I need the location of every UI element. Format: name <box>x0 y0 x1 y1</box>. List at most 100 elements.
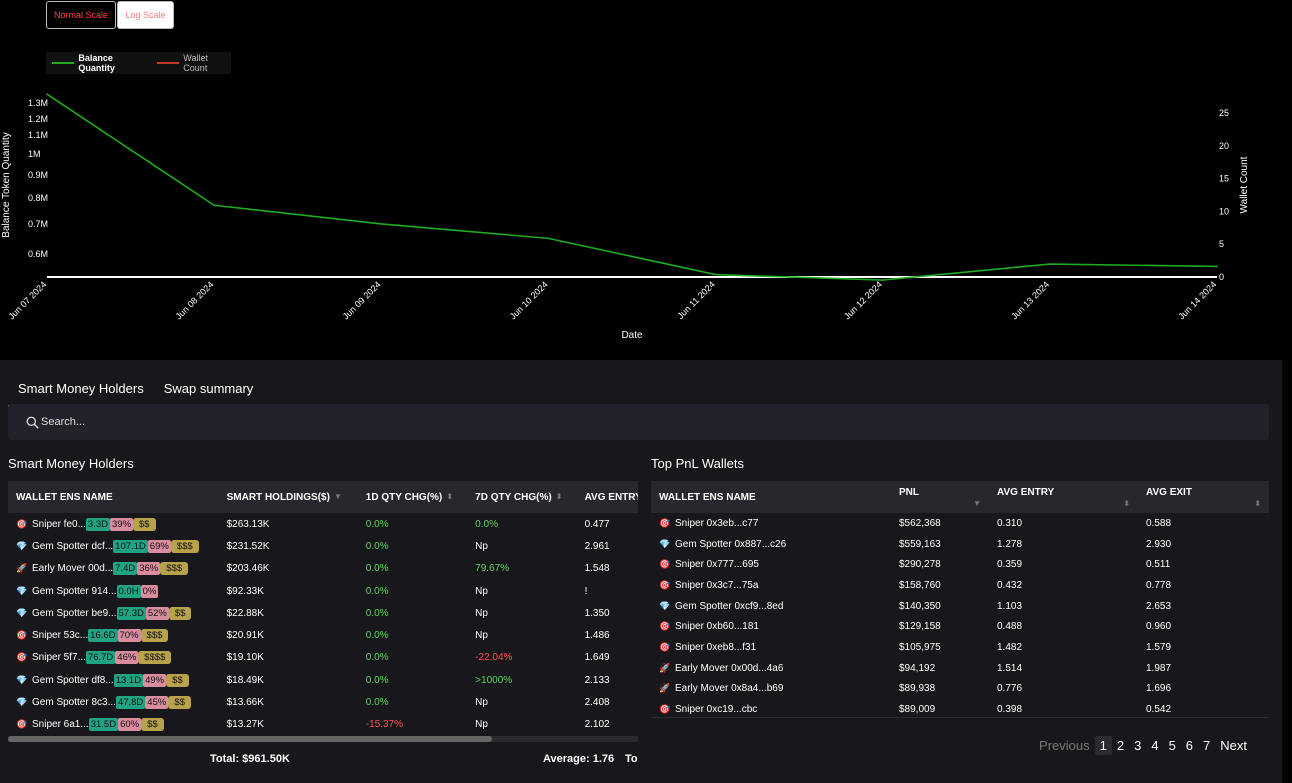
page-button[interactable]: 3 <box>1134 738 1142 753</box>
table-row[interactable]: 💎 Gem Spotter dcf... 107.1D 69% $$$ $231.52K 0… <box>8 535 638 557</box>
page-button[interactable]: 6 <box>1185 738 1194 753</box>
wallet-cell[interactable]: 🎯 Sniper 0x777...695 <box>651 554 891 575</box>
column-header[interactable]: AVG ENTRY⬍ <box>989 481 1138 513</box>
wallet-name[interactable]: Gem Spotter 0xcf9...8ed <box>675 600 784 612</box>
smart-money-title: Smart Money Holders <box>8 456 134 471</box>
wallet-type-icon: 🚀 <box>16 563 28 574</box>
column-header[interactable]: WALLET ENS NAME <box>651 481 891 513</box>
wallet-name[interactable]: Sniper fe0... <box>32 518 86 530</box>
wallet-name[interactable]: Sniper 0x777...695 <box>675 559 759 571</box>
legend-label-balance[interactable]: Balance Quantity <box>78 53 115 73</box>
wallet-name[interactable]: Sniper 0xb60...181 <box>675 621 759 633</box>
wallet-type-icon: 💎 <box>16 585 28 596</box>
table-row[interactable]: 🎯 Sniper 6a1... 31.5D 60% $$ $13.27K -15.37% Np… <box>8 714 638 736</box>
table-row[interactable]: 🎯 Sniper 0x3eb...c77 $562,368 0.310 0.588 <box>651 513 1269 534</box>
table-row[interactable]: 🎯 Sniper 0xc19...cbc $89,009 0.398 0.542 <box>651 699 1269 720</box>
horizontal-scrollbar[interactable] <box>8 736 638 742</box>
tab-swap-summary[interactable]: Swap summary <box>163 381 254 396</box>
wallet-cell[interactable]: 🎯 Sniper 6a1... 31.5D 60% $$ <box>8 714 219 736</box>
wallet-name[interactable]: Sniper 53c... <box>32 630 89 642</box>
table-row[interactable]: 💎 Gem Spotter 914... 0.0H 0% $92.33K 0.0% Np! <box>8 580 638 602</box>
table-row[interactable]: 🎯 Sniper 53c... 16.6D 70% $$$ $20.91K 0.0% Np 1.… <box>8 624 638 646</box>
wallet-cell[interactable]: 💎 Gem Spotter 914... 0.0H 0% <box>8 580 219 602</box>
column-header[interactable]: AVG ENTRY⬍ <box>576 481 638 513</box>
wallet-cell[interactable]: 🎯 Sniper 0xc19...cbc <box>651 699 891 720</box>
table-row[interactable]: 🚀 Early Mover 0x00d...4a6 $94,192 1.514 1.98… <box>651 658 1269 679</box>
sort-icon[interactable]: ⬍ <box>446 492 453 502</box>
wallet-cell[interactable]: 🎯 Sniper 5f7... 76.7D 46% $$$$ <box>8 647 219 669</box>
wallet-cell[interactable]: 🎯 Sniper 0x3eb...c77 <box>651 513 891 534</box>
qty-change-1d-cell: 0.0% <box>365 563 389 575</box>
page-button[interactable]: 5 <box>1168 738 1176 753</box>
pnl-cell: $94,192 <box>899 662 936 674</box>
next-page-button[interactable]: Next <box>1220 738 1247 753</box>
smart-money-table-container[interactable]: WALLET ENS NAME SMART HOLDINGS($) ▼ 1D QTY … <box>8 481 638 741</box>
log-scale-button[interactable]: Log Scale <box>117 1 174 29</box>
page-button[interactable]: 7 <box>1203 738 1211 753</box>
wallet-name[interactable]: Sniper 5f7... <box>32 652 86 664</box>
wallet-name[interactable]: Sniper 0x3c7...75a <box>675 579 759 591</box>
column-header[interactable]: AVG EXIT ⬍ <box>1138 481 1269 513</box>
wallet-cell[interactable]: 💎 Gem Spotter df8... 13.1D 49% $$ <box>8 669 219 691</box>
wallet-cell[interactable]: 🚀 Early Mover 0x8a4...b69 <box>651 679 891 700</box>
previous-page-button[interactable]: Previous <box>1039 738 1090 753</box>
wallet-name[interactable]: Gem Spotter 8c3... <box>32 697 116 709</box>
wallet-cell[interactable]: 🚀 Early Mover 00d... 7.4D 36% $$$ <box>8 558 219 580</box>
wallet-name[interactable]: Early Mover 0x8a4...b69 <box>675 683 784 695</box>
wallet-cell[interactable]: 🎯 Sniper 0x3c7...75a <box>651 575 891 596</box>
column-header[interactable]: SMART HOLDINGS($) ▼ <box>218 481 358 513</box>
table-row[interactable]: 🎯 Sniper 0xb60...181 $129,158 0.488 0.960 <box>651 616 1269 637</box>
wallet-name[interactable]: Early Mover 0x00d...4a6 <box>675 662 784 674</box>
page-button[interactable]: 1 <box>1094 736 1112 755</box>
column-header[interactable]: PNL ▼ <box>891 481 989 513</box>
wallet-name[interactable]: Sniper 6a1... <box>32 719 89 731</box>
legend-label-wallet[interactable]: Wallet Count <box>183 53 208 73</box>
wallet-name[interactable]: Gem Spotter df8... <box>32 674 114 686</box>
table-row[interactable]: 🚀 Early Mover 00d... 7.4D 36% $$$ $203.46K 0.0… <box>8 558 638 580</box>
page-button[interactable]: 2 <box>1116 738 1125 753</box>
column-header[interactable]: 7D QTY CHG(%) ⬍ <box>467 481 577 513</box>
table-row[interactable]: 💎 Gem Spotter 0xcf9...8ed $140,350 1.103 2.6… <box>651 596 1269 617</box>
sort-icon[interactable]: ⬍ <box>555 492 563 502</box>
normal-scale-button[interactable]: Normal Scale <box>46 1 116 29</box>
page-button[interactable]: 4 <box>1151 738 1159 753</box>
table-row[interactable]: 🚀 Early Mover 0x8a4...b69 $89,938 0.776 1.69… <box>651 679 1269 700</box>
table-row[interactable]: 🎯 Sniper 0x3c7...75a $158,760 0.432 0.778 <box>651 575 1269 596</box>
wallet-cell[interactable]: 💎 Gem Spotter 0xcf9...8ed <box>651 596 891 617</box>
column-header[interactable]: 1D QTY CHG(%) ⬍ <box>357 481 468 513</box>
winrate-badge: 0% <box>140 584 159 598</box>
table-row[interactable]: 🎯 Sniper 5f7... 76.7D 46% $$$$ $19.10K 0.0% -22… <box>8 647 638 669</box>
wallet-name[interactable]: Gem Spotter be9... <box>32 607 117 619</box>
column-header[interactable]: WALLET ENS NAME <box>8 481 219 513</box>
table-row[interactable]: 💎 Gem Spotter 8c3... 47.8D 45% $$ $13.66K 0.0%… <box>8 691 638 713</box>
wallet-name[interactable]: Sniper 0x3eb...c77 <box>675 517 759 529</box>
sort-desc-icon[interactable]: ▼ <box>333 492 342 502</box>
wallet-cell[interactable]: 💎 Gem Spotter 8c3... 47.8D 45% $$ <box>8 691 219 713</box>
wallet-cell[interactable]: 💎 Gem Spotter be9... 57.3D 52% $$ <box>8 602 219 624</box>
wallet-cell[interactable]: 💎 Gem Spotter dcf... 107.1D 69% $$$ <box>8 535 219 557</box>
table-row[interactable]: 🎯 Sniper 0xeb8...f31 $105,975 1.482 1.579 <box>651 637 1269 658</box>
table-row[interactable]: 💎 Gem Spotter 0x887...c26 $559,163 1.278 2.9… <box>651 534 1269 555</box>
search-input[interactable]: Search... <box>8 404 1269 440</box>
wallet-cell[interactable]: 🎯 Sniper 0xb60...181 <box>651 616 891 637</box>
table-row[interactable]: 💎 Gem Spotter df8... 13.1D 49% $$ $18.49K 0.0%… <box>8 669 638 691</box>
wallet-cell[interactable]: 🎯 Sniper fe0... 3.3D 39% $$ <box>8 513 219 535</box>
sort-icon[interactable]: ⬍ <box>1254 498 1261 508</box>
wallet-name[interactable]: Early Mover 00d... <box>32 563 114 575</box>
wallet-name[interactable]: Gem Spotter 0x887...c26 <box>675 538 787 550</box>
tab-smart-money-holders[interactable]: Smart Money Holders <box>8 378 154 407</box>
wallet-cell[interactable]: 🚀 Early Mover 0x00d...4a6 <box>651 658 891 679</box>
table-row[interactable]: 🎯 Sniper fe0... 3.3D 39% $$ $263.13K 0.0% 0.0% 0… <box>8 513 638 535</box>
wallet-name[interactable]: Gem Spotter dcf... <box>32 540 114 552</box>
sort-desc-icon[interactable]: ▼ <box>973 498 981 508</box>
wallet-cell[interactable]: 🎯 Sniper 53c... 16.6D 70% $$$ <box>8 624 219 646</box>
sort-icon[interactable]: ⬍ <box>1123 498 1130 508</box>
wallet-name[interactable]: Gem Spotter 914... <box>32 585 117 597</box>
wallet-cell[interactable]: 💎 Gem Spotter 0x887...c26 <box>651 534 891 555</box>
table-row[interactable]: 🎯 Sniper 0x777...695 $290,278 0.359 0.511 <box>651 554 1269 575</box>
wallet-cell[interactable]: 🎯 Sniper 0xeb8...f31 <box>651 637 891 658</box>
wallet-name[interactable]: Sniper 0xeb8...f31 <box>675 641 757 653</box>
wallet-name[interactable]: Sniper 0xc19...cbc <box>675 704 758 716</box>
table-row[interactable]: 💎 Gem Spotter be9... 57.3D 52% $$ $22.88K 0.0%… <box>8 602 638 624</box>
scrollbar-thumb[interactable] <box>8 736 492 742</box>
